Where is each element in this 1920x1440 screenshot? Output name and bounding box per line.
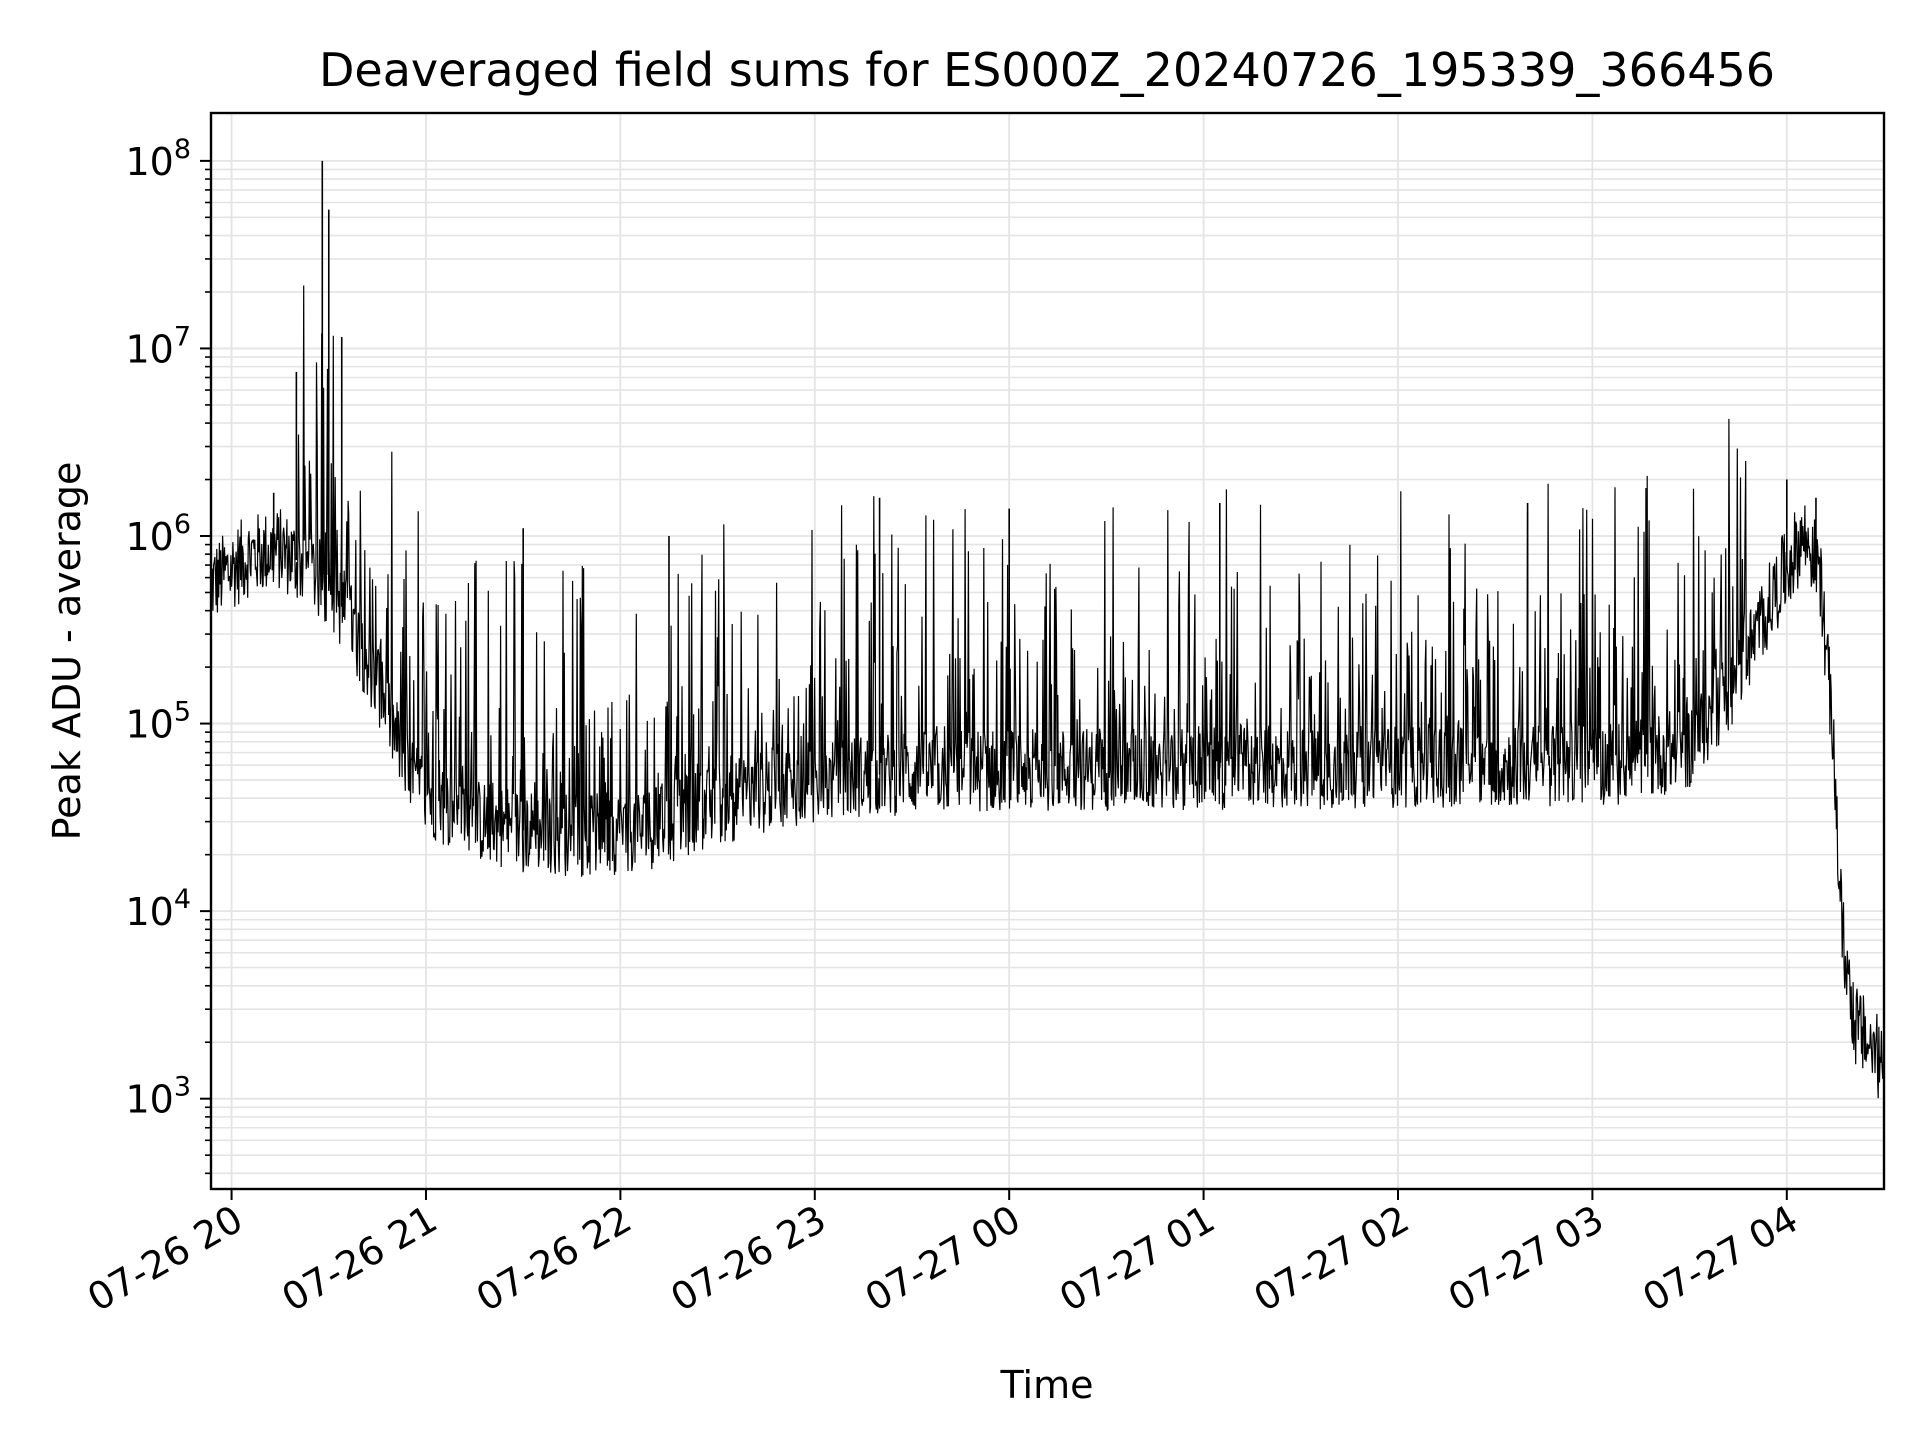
y-axis-label: Peak ADU - average	[45, 462, 89, 841]
y-tick-label: 103	[125, 1072, 191, 1122]
y-tick-label: 104	[125, 884, 191, 934]
plot-frame	[209, 111, 1886, 1191]
y-tick-label: 108	[125, 134, 191, 184]
x-axis-label: Time	[1000, 1363, 1094, 1407]
y-tick-label: 107	[125, 321, 191, 371]
series-line	[210, 285, 1885, 1102]
chart-title: Deaveraged field sums for ES000Z_2024072…	[319, 43, 1775, 97]
series-layer	[210, 160, 1885, 1102]
y-tick-label: 105	[125, 697, 191, 747]
y-tick-label: 106	[125, 509, 191, 559]
